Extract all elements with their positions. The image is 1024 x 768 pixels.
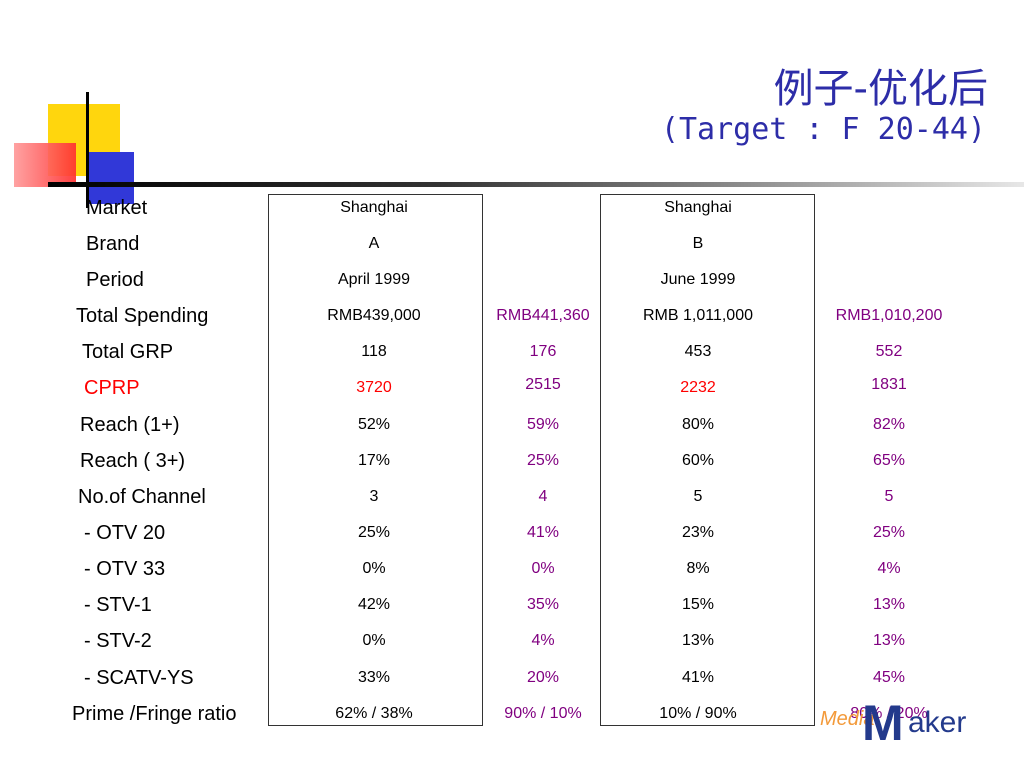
brand-b-box [600,194,815,726]
row-label: Reach (1+) [80,414,180,436]
cell-a: 33% [357,669,391,686]
row-label: No.of Channel [78,486,206,508]
cell-b: RMB 1,011,000 [643,307,753,324]
cell-b: B [692,235,704,252]
cell-b: 8% [686,560,710,577]
cell-b-opt: 65% [872,452,906,469]
cell-b-opt: 1831 [871,376,907,393]
cell-a-opt: 2515 [525,376,561,393]
cell-b-opt: 25% [872,524,906,541]
cell-b: 5 [693,488,703,505]
row-label: Market [86,197,148,219]
row-label: Total Spending [76,305,209,327]
logo-blue-square [86,152,134,204]
row-label: Period [86,269,144,291]
row-label: - STV-1 [84,594,152,616]
logo-red-square [14,143,76,187]
cell-a: 3720 [356,379,392,396]
row-label: Reach ( 3+) [80,450,186,472]
cell-b: 80% [681,416,715,433]
cell-b: June 1999 [660,271,736,288]
cell-a-opt: 0% [531,560,555,577]
row-label: - SCATV-YS [84,667,194,689]
cell-a: 0% [362,560,386,577]
cell-b: 60% [681,452,715,469]
cell-b-opt: 45% [872,669,906,686]
cell-a-opt: 4 [538,488,548,505]
cell-b: 453 [684,343,712,360]
cell-b-opt: 82% [872,416,906,433]
cell-a-opt: 59% [526,416,560,433]
row-label: - OTV 33 [84,558,166,580]
cell-a: April 1999 [337,271,411,288]
cell-a-opt: 41% [526,524,560,541]
mediamaker-logo: Media M aker [820,695,1010,751]
cell-b: 23% [681,524,715,541]
logo-m-letter: M [862,695,904,751]
brand-a-box [268,194,483,726]
cell-b-opt: 13% [872,632,906,649]
cell-b-opt: 13% [872,596,906,613]
slide-title: 例子-优化后 [773,66,988,112]
cell-b-opt: 552 [875,343,903,360]
row-label: Brand [86,233,140,255]
row-label: CPRP [84,377,140,399]
cell-a-opt: 90% / 10% [504,705,582,722]
cell-a: 118 [361,343,387,360]
cell-a: RMB439,000 [327,307,421,324]
row-label: - OTV 20 [84,522,166,544]
cell-a-opt: RMB441,360 [496,307,590,324]
cell-a-opt: 35% [526,596,560,613]
cell-a: 0% [362,632,386,649]
cell-a: 25% [357,524,391,541]
cell-b: 15% [681,596,715,613]
cell-b: 2232 [680,379,716,396]
cell-b: Shanghai [664,199,732,216]
cell-a: A [368,235,380,252]
cell-b: 41% [681,669,715,686]
row-label: Total GRP [82,341,174,363]
logo-aker-text: aker [908,706,967,739]
cell-a: 3 [369,488,379,505]
cell-a-opt: 176 [529,343,557,360]
cell-a-opt: 20% [526,669,560,686]
cell-a: 17% [357,452,391,469]
cell-b-opt: RMB1,010,200 [835,307,943,324]
title-divider [48,182,1024,187]
cell-a: 62% / 38% [335,705,413,722]
logo-media-text: Media [820,708,875,730]
cell-a-opt: 4% [531,632,555,649]
slide-subtitle: (Target : F 20-44) [660,112,986,147]
cell-a-opt: 25% [526,452,560,469]
cell-b-opt: 80% / 20% [850,705,928,722]
cell-b: 10% / 90% [659,705,737,722]
cell-b-opt: 4% [877,560,901,577]
cell-a: Shanghai [340,199,408,216]
cell-b: 13% [681,632,715,649]
cell-b-opt: 5 [884,488,894,505]
decorative-vertical-line [86,92,89,208]
cell-a: 42% [357,596,391,613]
cell-a: 52% [357,416,391,433]
row-label: - STV-2 [84,630,152,652]
row-label: Prime /Fringe ratio [72,703,237,725]
